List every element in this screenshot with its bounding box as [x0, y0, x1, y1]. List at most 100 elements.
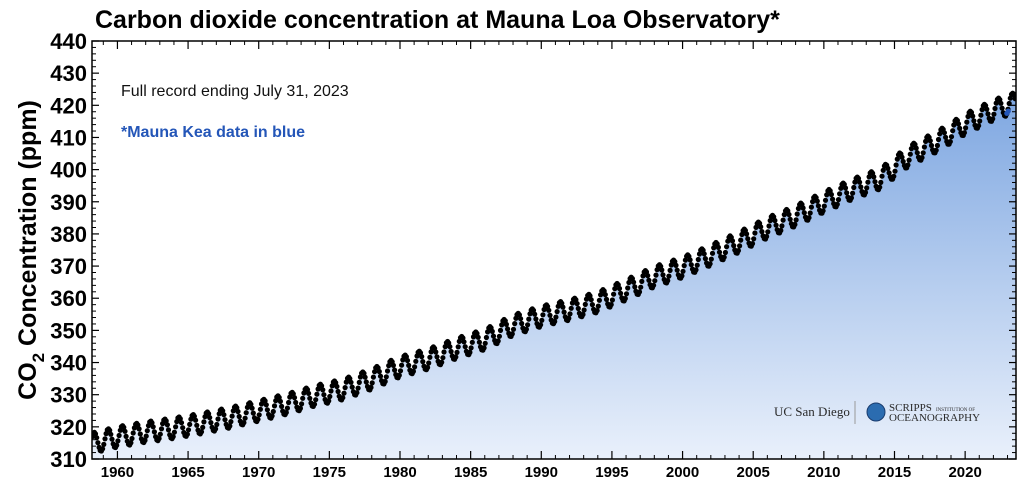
- data-point: [270, 408, 276, 415]
- data-point: [286, 399, 292, 406]
- data-point: [652, 278, 658, 284]
- data-point: [921, 144, 928, 150]
- data-point: [242, 415, 248, 421]
- data-point: [191, 413, 197, 419]
- data-point: [582, 301, 588, 307]
- data-point: [844, 190, 850, 196]
- data-point: [434, 354, 440, 360]
- data-point: [632, 284, 638, 290]
- data-point: [616, 285, 623, 292]
- data-point: [947, 139, 953, 145]
- data-point: [419, 354, 425, 360]
- data-point: [574, 301, 580, 307]
- data-point: [738, 237, 744, 243]
- data-point: [711, 245, 717, 251]
- data-point: [724, 244, 730, 250]
- data-point: [885, 165, 891, 171]
- data-point: [978, 112, 984, 118]
- x-tick-label: 1990: [525, 464, 558, 481]
- data-point: [792, 221, 798, 228]
- data-point: [185, 427, 192, 433]
- data-point: [164, 422, 170, 428]
- data-point: [878, 179, 884, 185]
- data-point: [177, 416, 183, 422]
- logos: UC San Diego SCRIPPS INSTITUTION OF OCEA…: [774, 401, 980, 424]
- data-point: [427, 354, 433, 360]
- data-point: [279, 403, 285, 409]
- data-point: [512, 321, 518, 327]
- data-point: [269, 413, 275, 419]
- data-point: [838, 185, 844, 191]
- data-point: [410, 368, 416, 374]
- data-point: [858, 184, 864, 190]
- data-point: [108, 431, 114, 437]
- data-point: [667, 267, 673, 273]
- y-axis: 310 320 330 340 350 360 370 380 390 400 410 420 430 4…: [50, 29, 1016, 472]
- data-point: [862, 189, 869, 196]
- data-point: [778, 227, 784, 234]
- data-point: [1011, 92, 1016, 98]
- data-point: [454, 349, 460, 355]
- data-point: [532, 311, 538, 317]
- data-point: [751, 236, 757, 242]
- y-tick-label: 380: [50, 222, 87, 247]
- data-point: [696, 251, 703, 257]
- data-point: [674, 267, 680, 273]
- y-axis-label: CO2 Concentration (ppm): [14, 100, 48, 400]
- data-point: [243, 410, 249, 416]
- data-point: [991, 111, 997, 117]
- x-tick-label: 1960: [101, 464, 134, 481]
- scripps-logo-bottom: OCEANOGRAPHY: [889, 412, 980, 424]
- data-point: [370, 374, 376, 380]
- data-point: [467, 349, 473, 355]
- data-point: [334, 383, 340, 390]
- data-point: [433, 349, 439, 355]
- data-point: [149, 420, 155, 426]
- data-point: [964, 119, 970, 125]
- data-point: [307, 395, 313, 401]
- data-point: [499, 322, 505, 328]
- data-point: [611, 291, 617, 297]
- y-axis-label-rest: Concentration (ppm): [14, 100, 42, 353]
- data-point: [137, 431, 143, 437]
- x-tick-label: 2000: [666, 464, 699, 481]
- data-point: [229, 413, 235, 419]
- data-point: [666, 273, 672, 279]
- data-point: [772, 217, 778, 224]
- data-point: [262, 398, 268, 404]
- scripps-logo-small: INSTITUTION OF: [936, 408, 975, 413]
- data-point: [356, 379, 362, 385]
- data-point: [596, 297, 603, 303]
- x-tick-label: 2020: [948, 464, 981, 481]
- data-point: [820, 208, 826, 214]
- data-point: [920, 150, 926, 156]
- data-point: [165, 427, 172, 433]
- data-point: [842, 185, 849, 191]
- data-point: [413, 358, 419, 364]
- data-point: [894, 156, 900, 162]
- data-point: [489, 328, 495, 334]
- data-point: [608, 302, 614, 308]
- data-point: [228, 419, 234, 425]
- data-point: [806, 215, 812, 221]
- data-point: [412, 364, 418, 370]
- data-point: [383, 374, 389, 380]
- data-point: [575, 305, 581, 312]
- data-point: [151, 429, 157, 435]
- data-point: [626, 279, 632, 286]
- data-point: [490, 333, 497, 339]
- data-point: [716, 249, 723, 255]
- data-point: [937, 131, 943, 137]
- data-point: [758, 224, 764, 230]
- data-point: [943, 134, 949, 140]
- data-point: [396, 372, 402, 378]
- data-point: [107, 427, 113, 433]
- data-point: [625, 285, 631, 291]
- data-point: [899, 154, 905, 160]
- data-point: [462, 344, 468, 350]
- data-point: [546, 307, 552, 313]
- data-point: [327, 393, 333, 400]
- data-point: [618, 290, 624, 296]
- data-point: [425, 364, 431, 371]
- data-point: [880, 167, 886, 173]
